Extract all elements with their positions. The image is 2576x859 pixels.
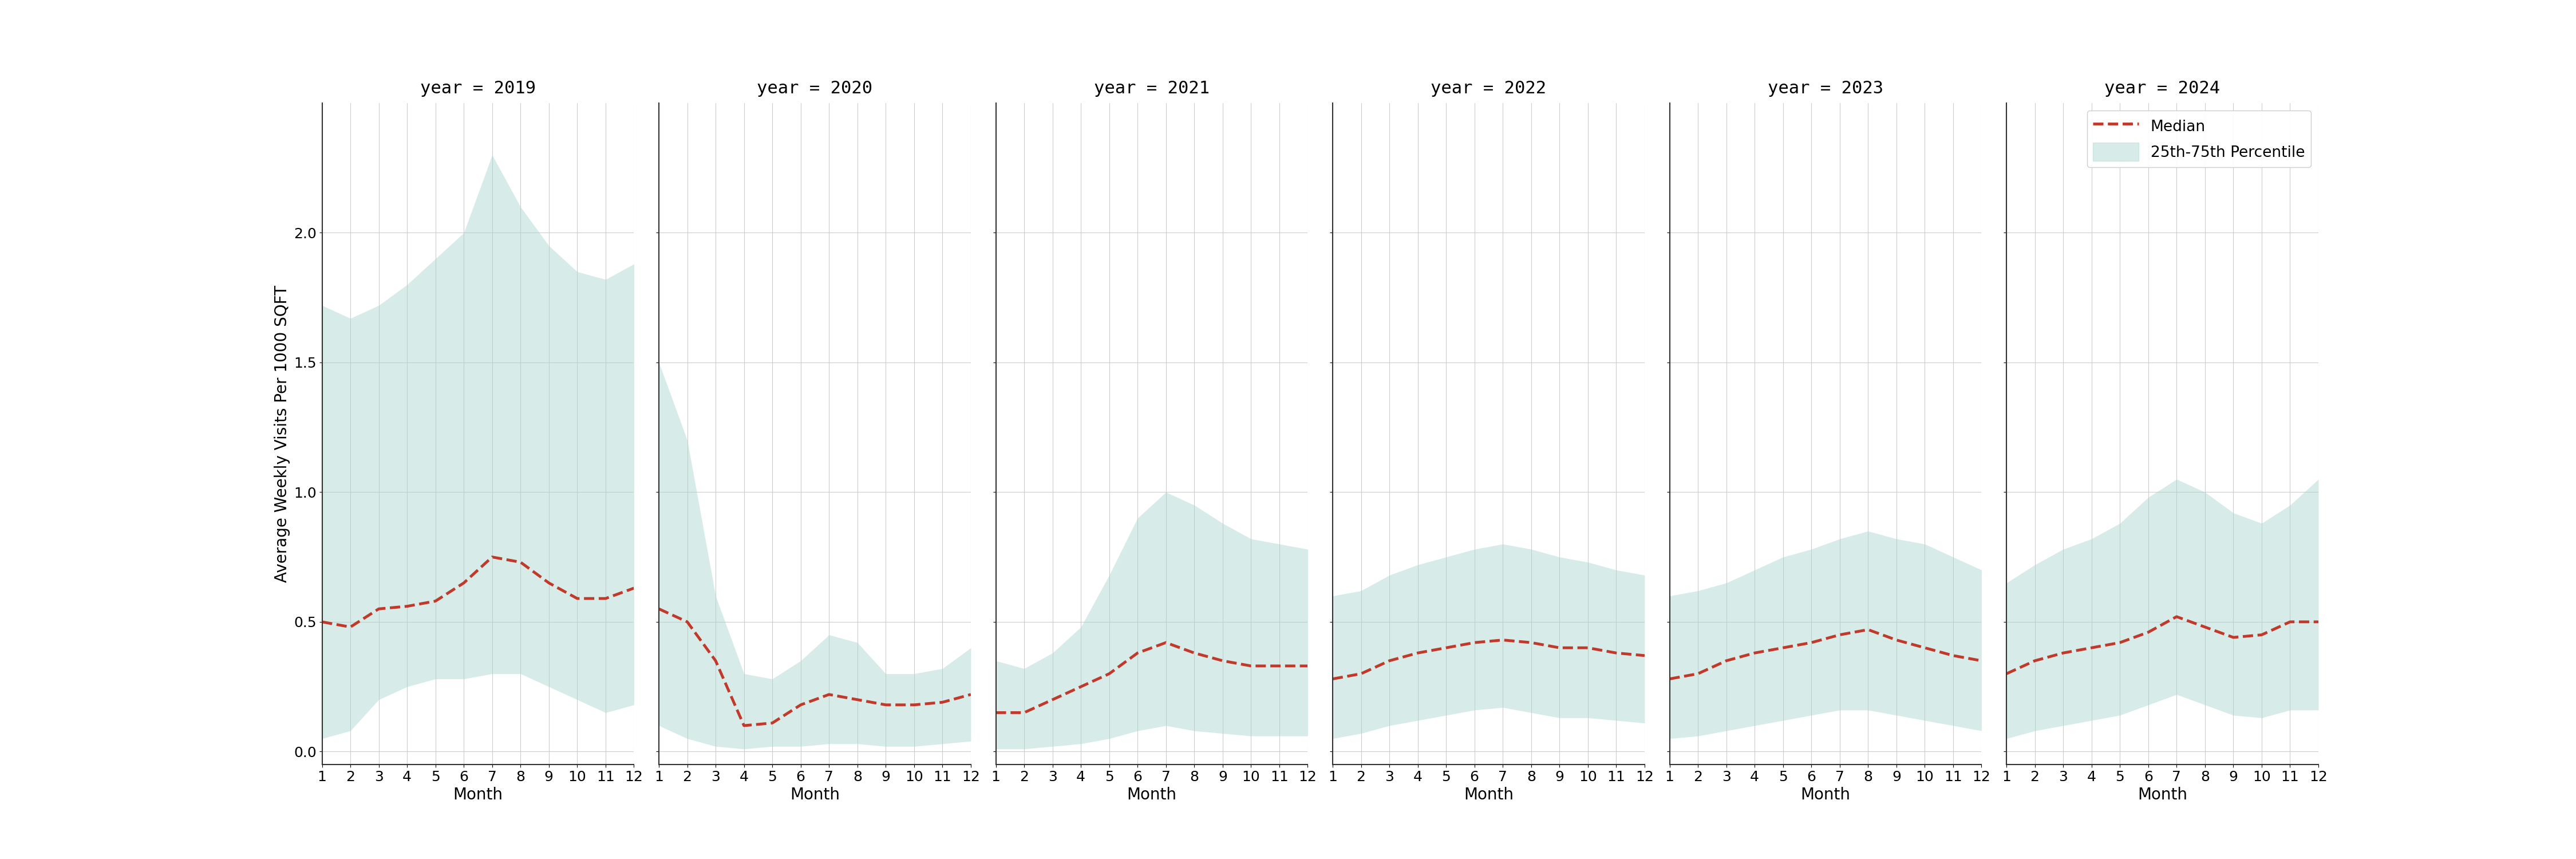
Title: year = 2019: year = 2019 <box>420 81 536 97</box>
X-axis label: Month: Month <box>1126 787 1177 803</box>
Title: year = 2023: year = 2023 <box>1767 81 1883 97</box>
Legend: Median, 25th-75th Percentile: Median, 25th-75th Percentile <box>2087 111 2311 168</box>
Title: year = 2024: year = 2024 <box>2105 81 2221 97</box>
Title: year = 2020: year = 2020 <box>757 81 873 97</box>
X-axis label: Month: Month <box>1463 787 1515 803</box>
X-axis label: Month: Month <box>453 787 502 803</box>
X-axis label: Month: Month <box>1801 787 1850 803</box>
Title: year = 2021: year = 2021 <box>1095 81 1211 97</box>
X-axis label: Month: Month <box>791 787 840 803</box>
Title: year = 2022: year = 2022 <box>1430 81 1546 97</box>
Y-axis label: Average Weekly Visits Per 1000 SQFT: Average Weekly Visits Per 1000 SQFT <box>276 285 291 582</box>
X-axis label: Month: Month <box>2138 787 2187 803</box>
